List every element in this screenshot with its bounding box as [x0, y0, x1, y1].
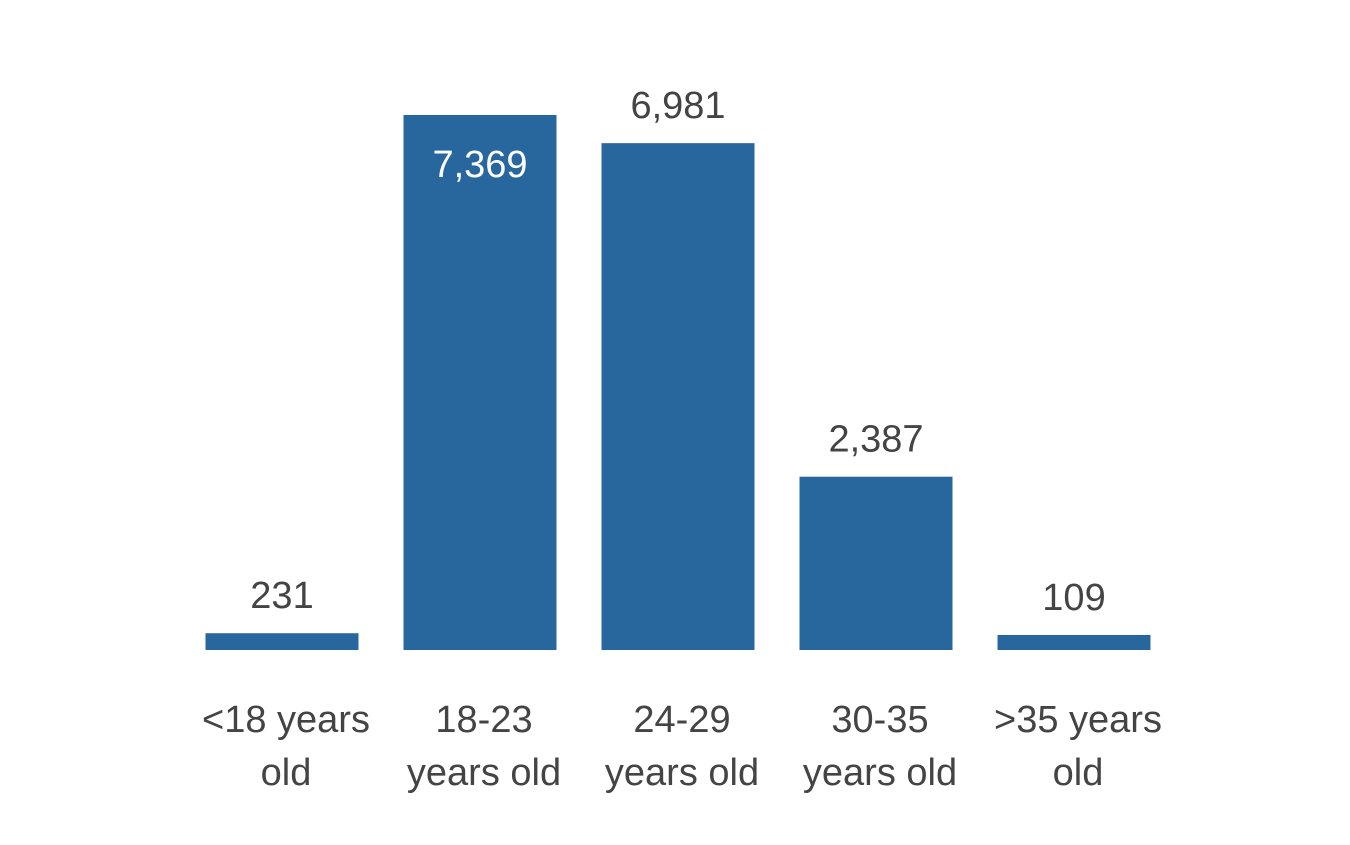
category-label-4-line-1: old [1053, 752, 1104, 794]
bar-3 [799, 476, 953, 650]
bars-group [205, 115, 1151, 650]
value-label-0: 231 [250, 575, 313, 617]
category-label-3-line-1: years old [803, 752, 957, 794]
bar-0 [205, 633, 359, 650]
value-label-1: 7,369 [432, 144, 527, 186]
bar-1 [403, 115, 557, 650]
bar-4 [997, 635, 1151, 650]
category-label-4-line-0: >35 years [994, 699, 1162, 741]
value-labels-group: 231 7,369 6,981 2,387 109 [250, 85, 1105, 619]
category-label-1-line-0: 18-23 [435, 699, 532, 741]
category-labels-group: <18 years old 18-23 years old 24-29 years old… [202, 699, 1162, 794]
value-label-2: 6,981 [630, 85, 725, 127]
bar-2 [601, 143, 755, 650]
category-label-3-line-0: 30-35 [831, 699, 928, 741]
value-label-4: 109 [1042, 577, 1105, 619]
category-label-0-line-0: <18 years [202, 699, 370, 741]
category-label-1-line-1: years old [407, 752, 561, 794]
value-label-3: 2,387 [828, 419, 923, 461]
category-label-2-line-0: 24-29 [633, 699, 730, 741]
category-label-0-line-1: old [261, 752, 312, 794]
category-label-2-line-1: years old [605, 752, 759, 794]
